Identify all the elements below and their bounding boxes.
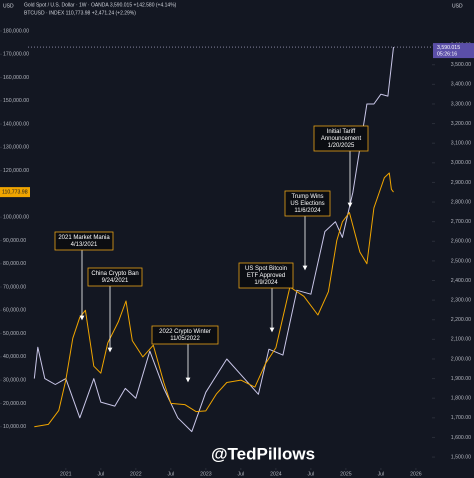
- x-tick-label: 2025: [340, 471, 352, 477]
- x-tick-label: Jul: [378, 471, 385, 477]
- y2-tick-label: 3,100.00: [451, 141, 471, 147]
- annotation-box: [284, 190, 331, 217]
- annotation-text: 2021 Market Mania: [58, 235, 110, 241]
- series-line: [34, 172, 394, 428]
- y-tick-label: 140,000.00: [3, 121, 29, 127]
- annotation-text: Initial Tariff: [327, 129, 356, 135]
- x-tick-label: 2026: [410, 471, 422, 477]
- y-tick-label: 80,000.00: [3, 261, 26, 267]
- annotation-text: China Crypto Ban: [91, 271, 138, 277]
- y2-tick-label: 3,300.00: [451, 101, 471, 107]
- y2-tick-label: 1,700.00: [451, 415, 471, 421]
- annotation-text: Trump Wins: [291, 194, 323, 200]
- y2-tick-label: 2,600.00: [451, 239, 471, 245]
- y-tick-label: 160,000.00: [3, 75, 29, 81]
- y-tick-label: 120,000.00: [3, 168, 29, 174]
- annotation-text: US Elections: [290, 201, 324, 207]
- y-tick-label: 180,000.00: [3, 28, 29, 34]
- y-tick-label: 50,000.00: [3, 331, 26, 337]
- y-tick-label: 70,000.00: [3, 284, 26, 290]
- y-tick-label: 40,000.00: [3, 354, 26, 360]
- y2-tick-label: 1,600.00: [451, 435, 471, 441]
- header-gold: Gold Spot / U.S. Dollar · 1W · OANDA 3,5…: [24, 2, 177, 8]
- series-line: [33, 47, 394, 433]
- y2-tick-label: 3,400.00: [451, 82, 471, 88]
- annotation-text: 9/24/2021: [102, 278, 129, 284]
- y2-tick-label: 3,500.00: [451, 62, 471, 68]
- y-tick-label: 10,000.00: [3, 424, 26, 430]
- y-tick-label: 100,000.00: [3, 215, 29, 221]
- annotation-text: 4/13/2021: [71, 242, 98, 248]
- header-btc: BTCUSD · INDEX 110,773.98 +2,471.24 (+2.…: [24, 10, 136, 16]
- y2-tick-label: 3,000.00: [451, 160, 471, 166]
- countdown: 05:26:16: [437, 51, 457, 57]
- annotation-text: 11/05/2022: [170, 336, 200, 342]
- y-tick-label: 20,000.00: [3, 401, 26, 407]
- x-tick-label: 2021: [60, 471, 72, 477]
- watermark: @TedPillows: [211, 444, 315, 463]
- y2-tick-label: 2,400.00: [451, 278, 471, 284]
- y-tick-label: 30,000.00: [3, 378, 26, 384]
- y-tick-label: 130,000.00: [3, 145, 29, 151]
- annotation-text: 1/20/2025: [328, 143, 355, 149]
- y-tick-label: 90,000.00: [3, 238, 26, 244]
- y2-tick-label: 2,300.00: [451, 298, 471, 304]
- y2-tick-label: 2,200.00: [451, 317, 471, 323]
- x-tick-label: Jul: [238, 471, 245, 477]
- y-tick-label: 150,000.00: [3, 98, 29, 104]
- y2-tick-label: 1,800.00: [451, 396, 471, 402]
- price-label: 110,773.98: [2, 189, 28, 195]
- currency-left: USD: [3, 3, 14, 9]
- annotation-text: ETF Approved: [247, 273, 285, 279]
- annotation-box: [313, 125, 369, 152]
- x-tick-label: 2023: [200, 471, 212, 477]
- y-tick-label: 60,000.00: [3, 308, 26, 314]
- annotation-text: 11/6/2024: [294, 208, 321, 214]
- annotation-text: US Spot Bitcoin: [245, 266, 287, 272]
- price-label-box: [433, 43, 474, 59]
- annotation-box: [238, 262, 294, 289]
- annotation-box: [87, 267, 143, 287]
- y2-tick-label: 2,500.00: [451, 258, 471, 264]
- y2-tick-label: 3,200.00: [451, 121, 471, 127]
- y2-tick-label: 1,500.00: [451, 454, 471, 460]
- y-tick-label: 170,000.00: [3, 52, 29, 58]
- annotation-text: 1/9/2024: [254, 280, 278, 286]
- y2-tick-label: 1,900.00: [451, 376, 471, 382]
- x-tick-label: Jul: [308, 471, 315, 477]
- price-label-box: [0, 187, 30, 198]
- y2-tick-label: 2,000.00: [451, 356, 471, 362]
- x-tick-label: Jul: [97, 471, 104, 477]
- y2-tick-label: 2,900.00: [451, 180, 471, 186]
- y2-tick-label: 2,100.00: [451, 337, 471, 343]
- price-label: 3,590.015: [437, 45, 460, 51]
- x-tick-label: 2024: [270, 471, 282, 477]
- annotation-text: 2022 Crypto Winter: [159, 329, 211, 335]
- y2-tick-label: 2,700.00: [451, 219, 471, 225]
- x-tick-label: Jul: [168, 471, 175, 477]
- x-tick-label: 2022: [130, 471, 142, 477]
- annotation-text: Announcement: [321, 136, 362, 142]
- annotation-box: [54, 231, 114, 251]
- annotation-box: [151, 325, 219, 345]
- currency-right: USD: [452, 3, 463, 9]
- y2-tick-label: 2,800.00: [451, 199, 471, 205]
